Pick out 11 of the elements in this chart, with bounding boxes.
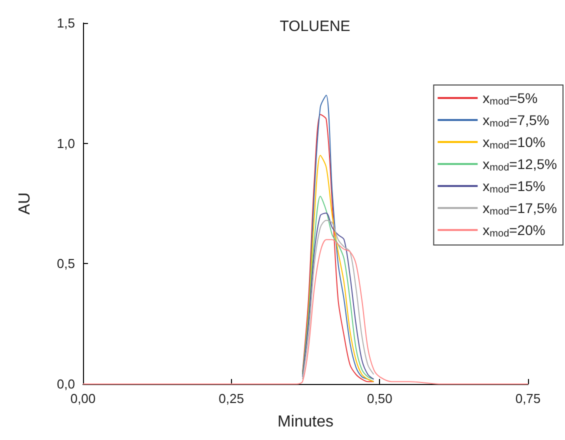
chart-title: TOLUENE [280, 18, 350, 35]
y-tick-label: 1,5 [56, 16, 75, 30]
y-axis-title: AU [16, 192, 34, 215]
x-tick-label: 0,00 [70, 391, 96, 406]
y-tick-label: 1,0 [56, 136, 75, 151]
y-tick-label: 0,0 [56, 376, 75, 392]
x-tick-label: 0,50 [367, 391, 392, 406]
x-tick-label: 0,25 [218, 391, 244, 406]
y-tick-label: 0,5 [56, 256, 75, 272]
x-axis-title: Minutes [277, 414, 334, 430]
x-tick-label: 0,75 [515, 391, 541, 406]
